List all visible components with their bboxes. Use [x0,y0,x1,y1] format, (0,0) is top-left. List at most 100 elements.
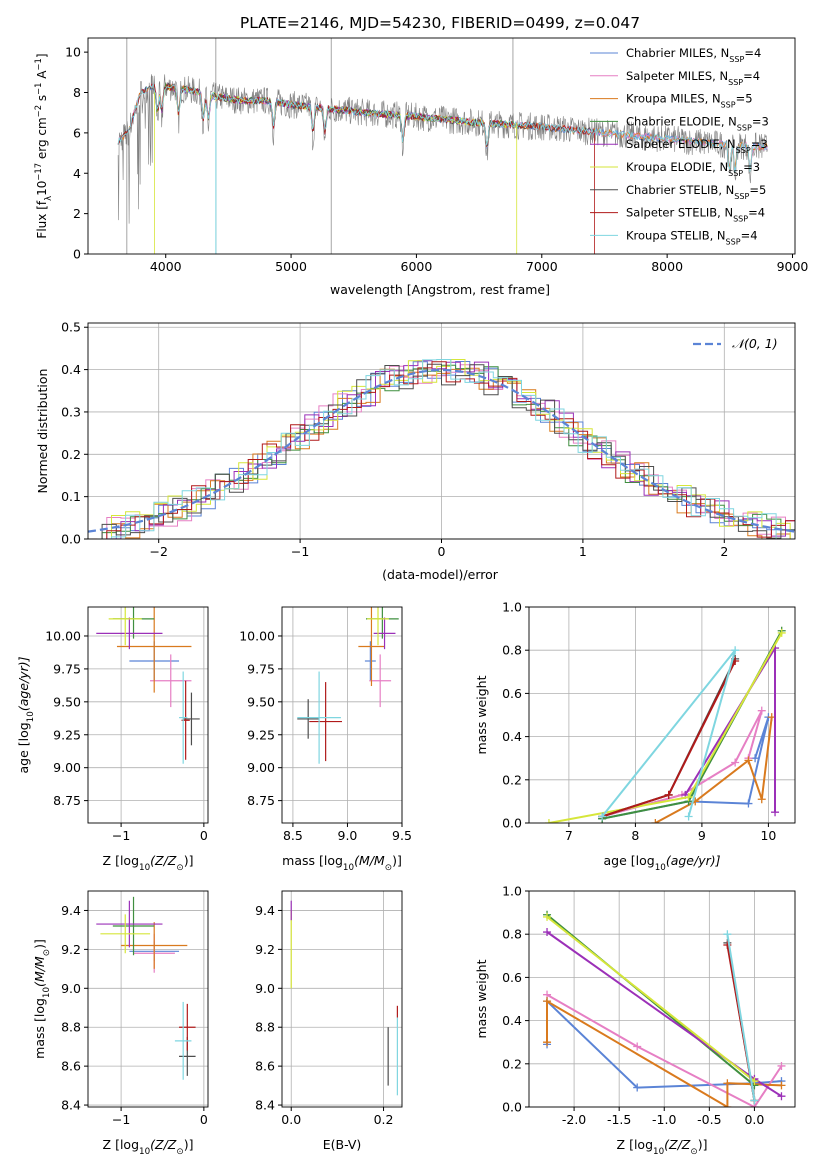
x-tick-label: 8 [631,828,639,843]
x-tick-label: 1 [579,544,587,559]
axes-frame [87,890,209,1108]
axes-frame [528,890,796,1108]
series-line [726,934,756,1101]
y-axis-label-part: λ [43,196,53,201]
x-axis-label: E(B-V) [323,1137,362,1152]
series-marker [543,912,552,921]
series-line [601,710,763,818]
legend-label-part: =4 [741,228,758,242]
y-tick-label: 8.4 [255,1098,275,1113]
legend-label-part: Kroupa STELIB, N [626,228,726,242]
x-tick-label: 4000 [150,259,182,274]
series-marker [651,819,660,823]
y-tick-label: 9.4 [61,903,81,918]
y-tick-label: 0.6 [502,686,522,701]
x-axis-label: Z [log10(Z/Z⊙)] [103,1137,194,1157]
series-marker [543,997,552,1006]
y-tick-label: 8.6 [255,1059,275,1074]
y-axis-label-part: mass [log [32,998,47,1059]
mass-vs-Z-panel: −1 0 8.4 8.6 8.8 9.0 9.2 9.4 [61,890,209,1127]
legend-label: Salpeter STELIB, NSSP=4 [626,206,765,224]
series-marker [543,1038,552,1047]
y-tick-label: 0.2 [502,772,522,787]
series-marker [723,1103,732,1107]
x-tick-label: 0 [200,828,208,843]
x-axis-label-part: ⊙ [176,1147,183,1157]
series-marker [723,1079,732,1088]
x-tick-label: 0 [438,544,446,559]
legend-label-part: Chabrier MILES, N [626,46,729,60]
mass-weight-vs-age-panel: 7 8 9 10 0.0 0.2 0.4 0.6 0.8 1.0 [502,600,796,843]
legend-label-part: SSP [737,123,752,132]
y-axis-label-part: 10 [26,711,36,722]
legend-label-part: Salpeter MILES, N [626,69,728,83]
x-tick-label: −1 [112,1112,130,1127]
x-tick-label: 9.5 [392,828,412,843]
x-tick-label: 5000 [275,259,307,274]
legend-label: Salpeter MILES, NSSP=4 [626,69,760,87]
y-tick-label: 10 [65,45,81,60]
mass-vs-EBV-plot-area [290,900,398,1096]
series-marker [664,790,673,799]
y-axis-label: mass [log10(M/M⊙)] [32,939,52,1059]
y-tick-label: 0.8 [502,643,522,658]
y-tick-label: 9.25 [53,727,81,742]
y-tick-label: 9.00 [247,760,275,775]
x-axis-label-part: (Z/Z [150,853,177,868]
y-axis-label: Flux [fλ10−17 erg cm−2 s−1 A−1] [33,53,53,238]
series-marker [744,756,753,765]
legend-label-part: Kroupa ELODIE, N [626,160,728,174]
series-marker [543,928,552,937]
legend-label-part: =5 [749,183,766,197]
x-tick-label: 10 [760,828,776,843]
y-tick-label: 9.2 [255,942,275,957]
y-tick-label: 9.75 [247,661,275,676]
series-marker [757,706,766,715]
y-tick-label: 10.00 [45,628,81,643]
y-tick-label: 9.25 [247,727,275,742]
x-tick-label: 7 [565,828,573,843]
y-tick-label: 8.4 [61,1098,81,1113]
y-tick-label: 10.00 [239,628,275,643]
y-tick-label: 0 [73,247,81,262]
model-spectrum-kroupa-stelib [117,83,768,173]
age-vs-mass-panel: 8.5 9.0 9.5 8.75 9.00 9.25 9.50 9.75 10.00 [239,606,412,843]
series-marker [731,758,740,767]
age-vs-mass-plot-area [297,607,399,764]
y-tick-label: 0.2 [502,1056,522,1071]
x-axis-label-part: ⊙ [690,1147,697,1157]
x-axis-label-part: mass [log [282,853,343,868]
y-axis-label: mass weight [474,959,489,1038]
y-tick-label: 6 [73,125,81,140]
x-tick-label: 9000 [777,259,809,274]
residuals-panel: −2 −1 0 1 2 0.0 0.1 0.2 0.3 0.4 0.5 𝒩(0, 1) [61,320,796,559]
y-tick-label: 1.0 [502,600,522,615]
hist-kroupa-elodie [97,359,795,539]
x-tick-label: −1 [112,828,130,843]
y-axis-label-part: )] [32,939,47,949]
x-tick-label: −2 [149,544,167,559]
y-tick-label: 9.75 [53,661,81,676]
x-tick-label: 7000 [526,259,558,274]
legend-label-part: Chabrier ELODIE, N [626,114,737,128]
legend-label-part: =4 [744,46,761,60]
x-axis-label-part: age [log [603,853,654,868]
x-axis-label-part: 10 [139,1147,150,1157]
hist-salpeter-elodie [92,360,795,539]
x-tick-label: 8.5 [283,828,303,843]
figure-title: PLATE=2146, MJD=54230, FIBERID=0499, z=0… [240,14,640,32]
legend-label: Salpeter ELODIE, NSSP=3 [626,137,768,155]
x-tick-label: -0.5 [697,1112,721,1127]
series-marker [684,793,693,802]
legend-label-part: Kroupa MILES, N [626,92,721,106]
mass-weight-vs-Z-plot-area [543,910,786,1107]
series-marker [544,819,553,823]
spectrum-panel: 4000 5000 6000 7000 8000 9000 0 2 4 6 8 10 Chabrier … [65,37,809,274]
legend-label-part: Salpeter ELODIE, N [626,137,736,151]
gaussian-curve [88,368,795,533]
series-marker [633,1083,642,1092]
y-tick-label: 0.4 [502,729,522,744]
axes-frame [281,890,403,1108]
legend-label-part: SSP [728,169,743,178]
y-tick-label: 0.4 [61,362,81,377]
